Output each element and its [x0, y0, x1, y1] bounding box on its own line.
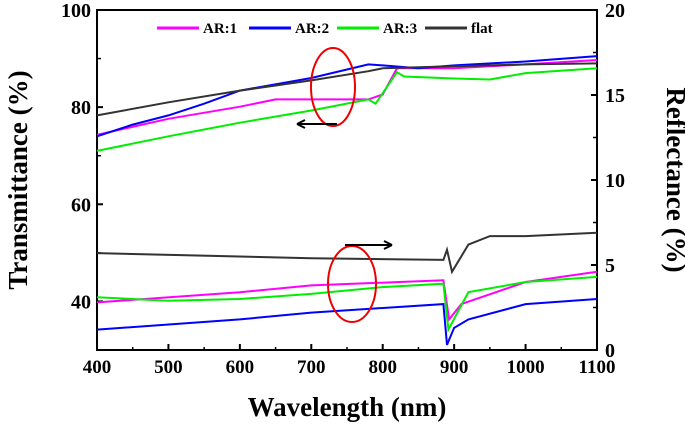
legend-label: AR:1 — [203, 21, 237, 37]
x-tick-label: 900 — [440, 357, 469, 378]
y-left-tick-label: 60 — [71, 194, 91, 216]
transmittance-line-ar-2 — [96, 55, 598, 138]
transmittance-line-ar-1 — [96, 59, 598, 136]
legend-label: AR:3 — [383, 21, 417, 37]
y-right-tick-label: 20 — [605, 0, 625, 22]
x-tick-label: 600 — [226, 357, 255, 378]
highlight-ellipse-transmittance — [310, 47, 356, 127]
transmittance-line-ar-3 — [96, 67, 598, 152]
reflectance-line-ar-3 — [96, 275, 598, 333]
y-left-tick-label: 40 — [71, 291, 91, 313]
x-axis-label: Wavelength (nm) — [248, 392, 447, 422]
arrow-left-icon — [296, 119, 337, 129]
arrow-right-icon — [345, 240, 393, 250]
legend-label: AR:2 — [295, 21, 329, 37]
x-tick-label: 800 — [368, 357, 397, 378]
reflectance-line-ar-1 — [96, 270, 598, 322]
y-right-tick-label: 15 — [605, 85, 625, 107]
y-right-tick-label: 10 — [605, 170, 625, 192]
reflectance-line-ar-2 — [96, 298, 598, 346]
x-tick-label: 1000 — [507, 357, 545, 378]
legend-label: flat — [471, 21, 493, 37]
reflectance-line-flat — [96, 231, 598, 275]
y-left-tick-label: 80 — [71, 97, 91, 119]
x-tick-label: 500 — [154, 357, 183, 378]
y-right-tick-label: 0 — [605, 340, 615, 362]
y-left-axis-label: Transmittance (%) — [3, 70, 33, 289]
y-right-axis-label: Reflectance (%) — [661, 87, 685, 272]
y-left-tick-label: 100 — [61, 0, 91, 22]
transmittance-line-flat — [96, 62, 598, 117]
x-tick-label: 1100 — [579, 357, 616, 378]
y-right-tick-label: 5 — [605, 255, 615, 277]
x-tick-label: 700 — [297, 357, 326, 378]
x-tick-label: 400 — [83, 357, 112, 378]
